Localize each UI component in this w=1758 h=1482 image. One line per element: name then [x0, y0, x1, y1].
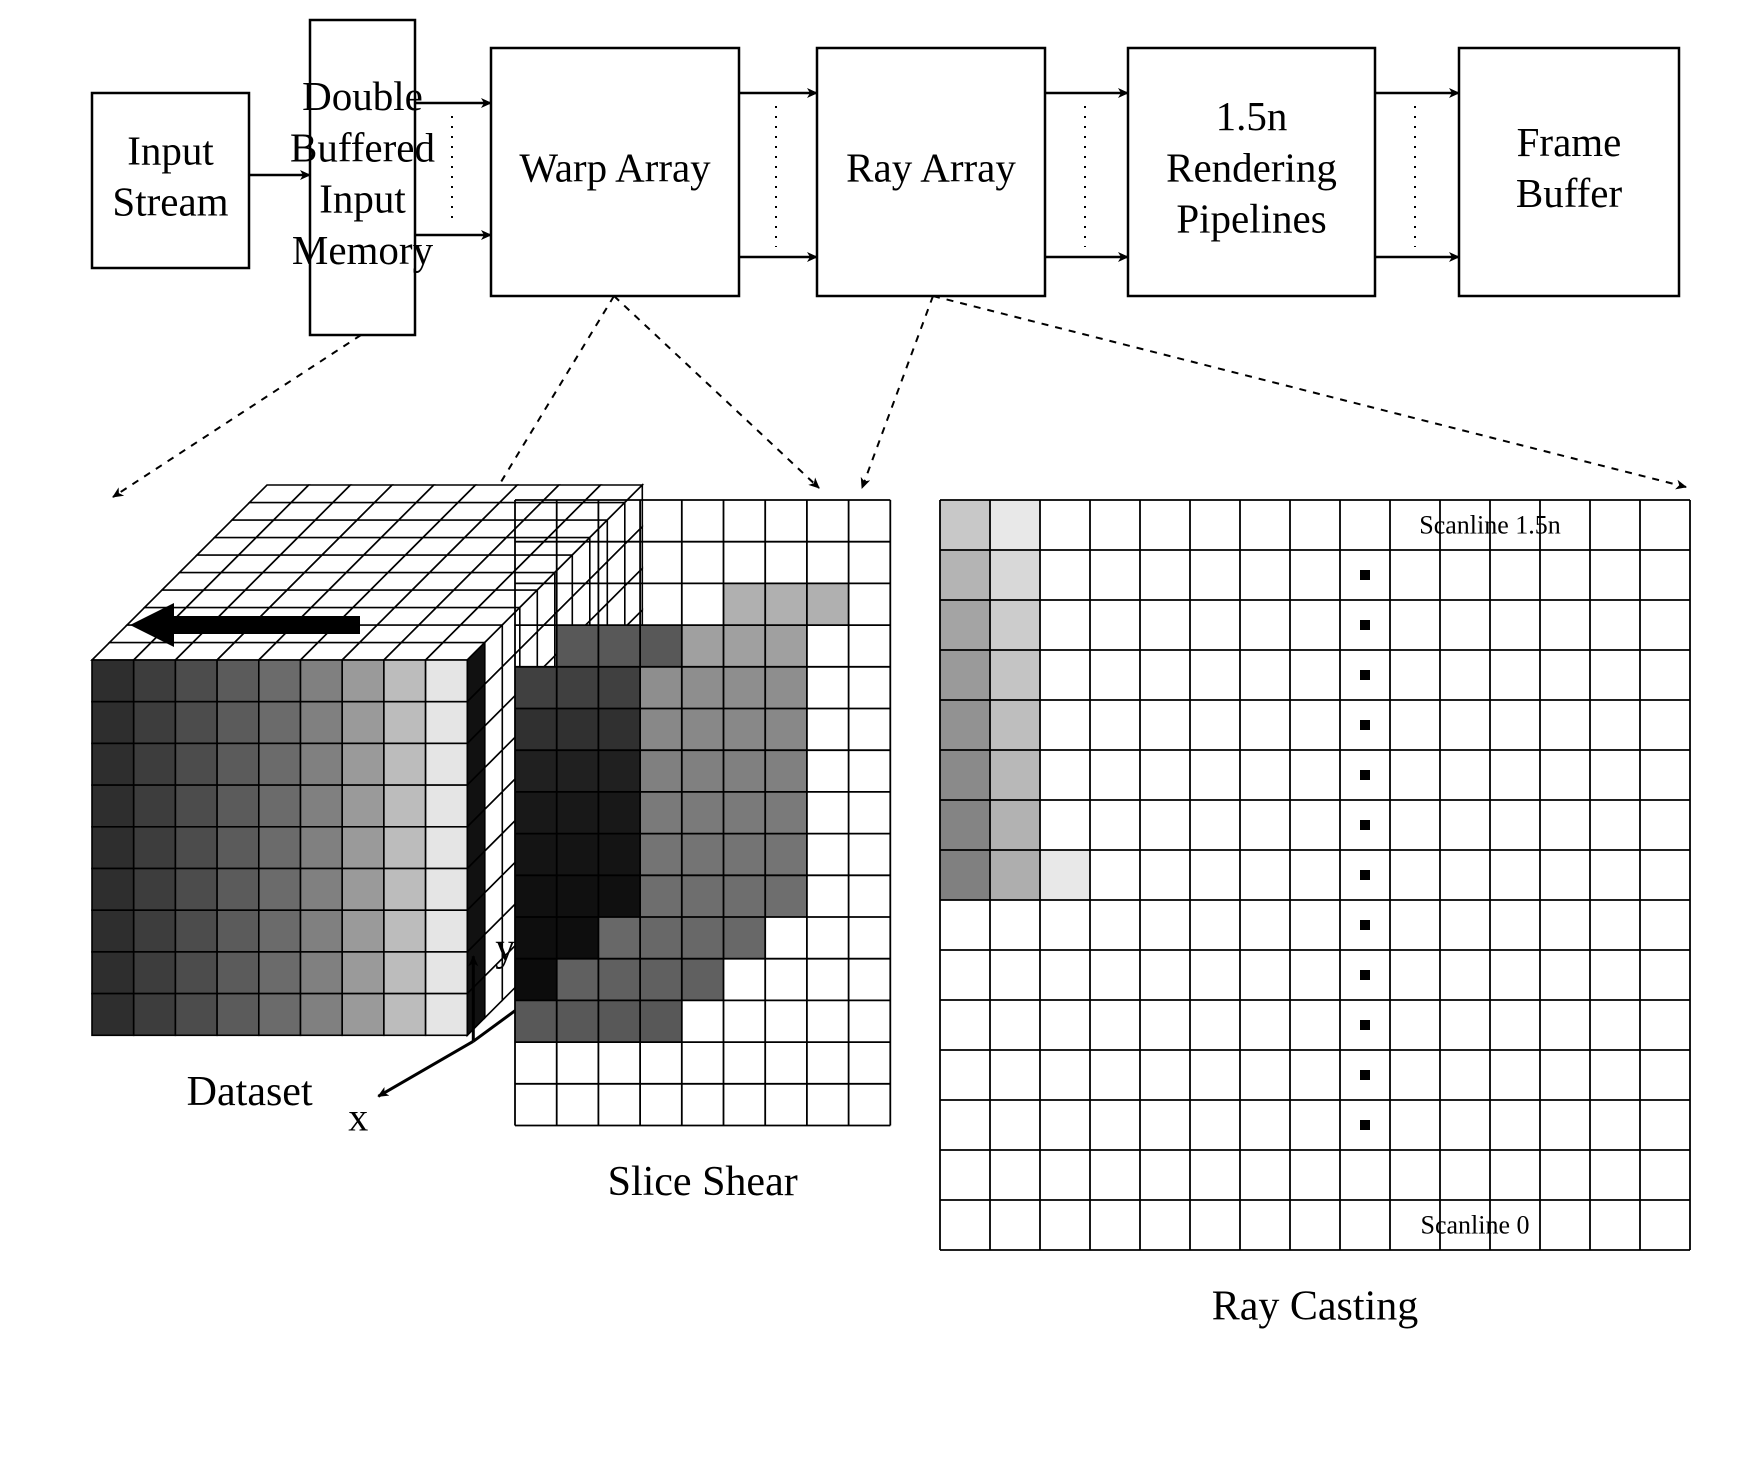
callout-line: [113, 335, 361, 497]
ray-casting: Scanline 1.5n Scanline 0 Ray Casting: [940, 500, 1690, 1330]
scanline-dot: [1360, 1070, 1370, 1080]
callout-line: [490, 296, 614, 500]
box-warp_array: Warp Array: [491, 48, 739, 296]
scanline-dot: [1360, 720, 1370, 730]
box-label: Rendering: [1166, 144, 1337, 190]
box-label: Buffered: [290, 124, 435, 170]
box-label: Double: [302, 73, 423, 119]
box-label: Input: [319, 176, 406, 222]
box-ray_array: Ray Array: [817, 48, 1045, 296]
scanline-dot: [1360, 620, 1370, 630]
box-label: 1.5n: [1216, 93, 1288, 139]
box-label: Ray Array: [846, 144, 1016, 190]
scanline-dot: [1360, 820, 1370, 830]
box-label: Frame: [1517, 119, 1622, 165]
scanline-bottom-label: Scanline 0: [1420, 1210, 1529, 1239]
callout-line: [933, 296, 1686, 487]
scanline-dot: [1360, 870, 1370, 880]
cube-front: [92, 660, 467, 1035]
box-label: Memory: [292, 227, 434, 273]
svg-text:y: y: [495, 924, 515, 969]
scanline-top-label: Scanline 1.5n: [1419, 510, 1561, 539]
callout-line: [614, 296, 819, 488]
diagram-root: Input Stream Double Buffered Input Memory Warp…: [0, 0, 1758, 1482]
scanline-dot: [1360, 770, 1370, 780]
pipeline: Input Stream Double Buffered Input Memory Warp…: [92, 20, 1679, 335]
scanline-dot: [1360, 1020, 1370, 1030]
dataset-label: Dataset: [187, 1069, 313, 1115]
scanline-dot: [1360, 670, 1370, 680]
scanline-dot: [1360, 970, 1370, 980]
box-label: Pipelines: [1176, 196, 1326, 242]
box-rendering: 1.5n Rendering Pipelines: [1128, 48, 1375, 296]
slice-shear-label: Slice Shear: [608, 1159, 798, 1205]
box-double_buffer: Double Buffered Input Memory: [290, 20, 435, 335]
box-label: Buffer: [1516, 170, 1623, 216]
scanline-dot: [1360, 920, 1370, 930]
box-label: Warp Array: [519, 144, 711, 190]
box-label: Stream: [112, 179, 228, 225]
callout-line: [862, 296, 933, 488]
scanline-dot: [1360, 1120, 1370, 1130]
box-label: Input: [127, 127, 214, 173]
box-frame_buffer: Frame Buffer: [1459, 48, 1679, 296]
scanline-dot: [1360, 570, 1370, 580]
ray-casting-label: Ray Casting: [1212, 1284, 1419, 1330]
svg-text:x: x: [348, 1094, 368, 1139]
box-input_stream: Input Stream: [92, 93, 249, 268]
